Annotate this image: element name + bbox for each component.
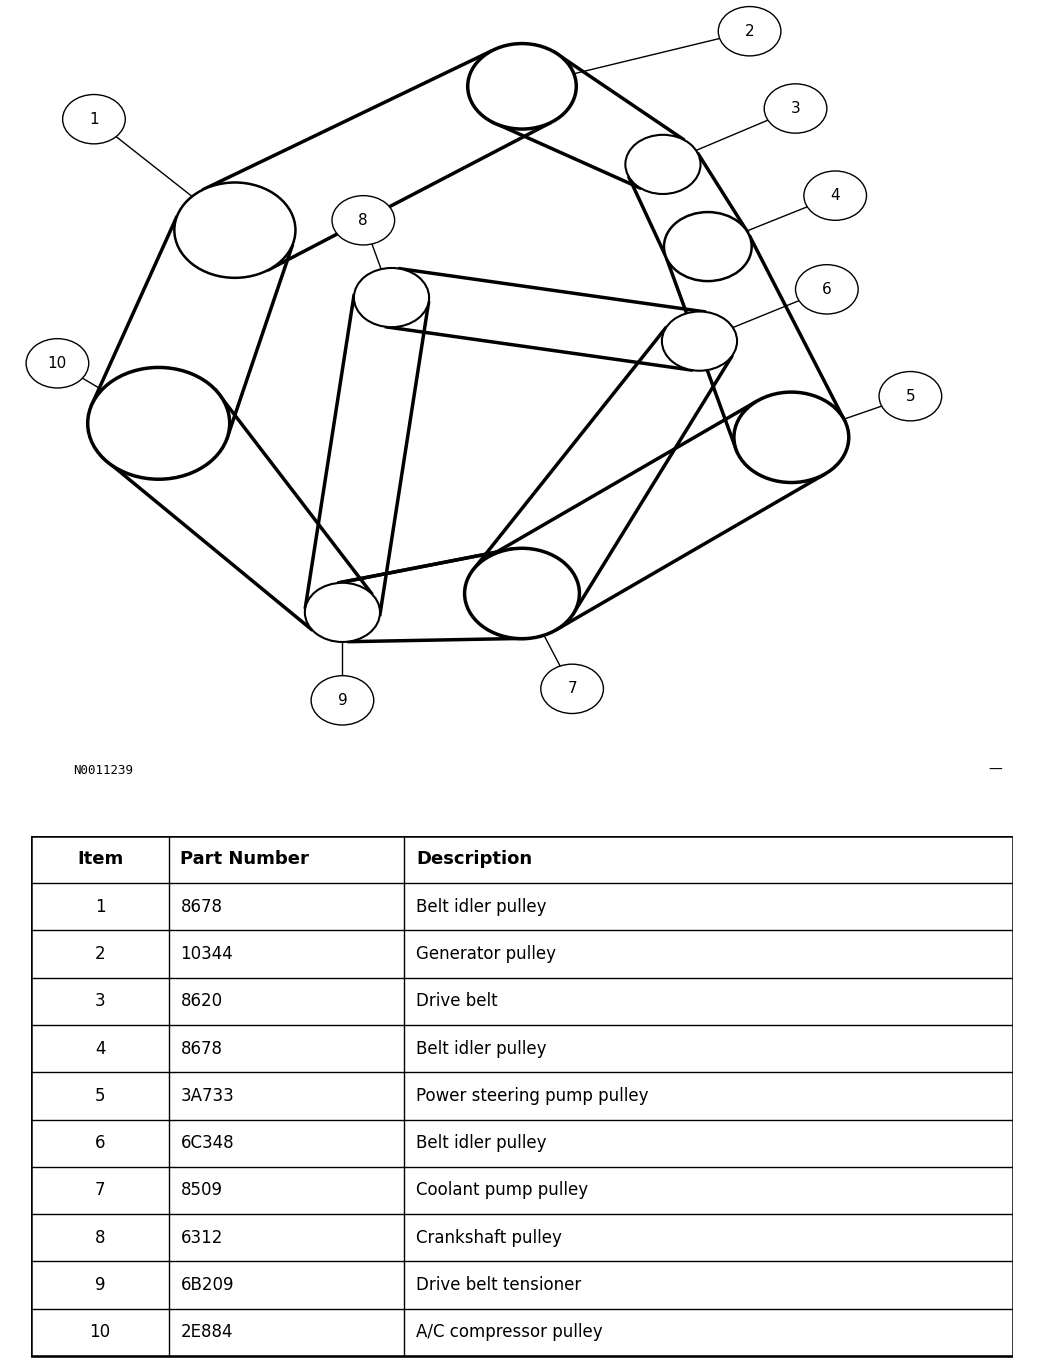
Text: Description: Description	[416, 851, 532, 869]
Text: Crankshaft pulley: Crankshaft pulley	[416, 1229, 562, 1247]
Text: 10: 10	[90, 1323, 111, 1341]
Circle shape	[465, 548, 579, 638]
Text: 2E884: 2E884	[181, 1323, 233, 1341]
Text: A/C compressor pulley: A/C compressor pulley	[416, 1323, 602, 1341]
Text: 3A733: 3A733	[181, 1086, 234, 1104]
Circle shape	[174, 182, 295, 278]
Text: 6: 6	[95, 1134, 105, 1152]
Text: 6B209: 6B209	[181, 1275, 234, 1295]
Circle shape	[311, 675, 374, 725]
Text: 2: 2	[95, 945, 105, 963]
Text: 1: 1	[89, 112, 99, 126]
Circle shape	[468, 44, 576, 129]
Text: Part Number: Part Number	[181, 851, 309, 869]
Text: Power steering pump pulley: Power steering pump pulley	[416, 1086, 648, 1104]
Text: 8509: 8509	[181, 1181, 222, 1200]
Text: Belt idler pulley: Belt idler pulley	[416, 1134, 546, 1152]
Text: 3: 3	[95, 992, 105, 1010]
Text: 6C348: 6C348	[181, 1134, 234, 1152]
Text: Item: Item	[77, 851, 123, 869]
Circle shape	[541, 664, 603, 714]
Circle shape	[332, 196, 395, 245]
Circle shape	[796, 264, 858, 314]
Text: 7: 7	[567, 681, 577, 696]
Circle shape	[664, 212, 752, 281]
Circle shape	[718, 7, 781, 56]
Text: 5: 5	[95, 1086, 105, 1104]
Text: 6312: 6312	[181, 1229, 222, 1247]
Circle shape	[26, 338, 89, 388]
Circle shape	[734, 392, 849, 482]
Circle shape	[662, 311, 737, 371]
Circle shape	[354, 269, 429, 327]
Text: 8678: 8678	[181, 897, 222, 915]
Text: 8620: 8620	[181, 992, 222, 1010]
Text: 8678: 8678	[181, 1040, 222, 1058]
Text: Drive belt: Drive belt	[416, 992, 498, 1010]
Circle shape	[625, 134, 701, 195]
Text: Belt idler pulley: Belt idler pulley	[416, 1040, 546, 1058]
Circle shape	[764, 84, 827, 133]
Text: Generator pulley: Generator pulley	[416, 945, 556, 963]
Text: 8: 8	[95, 1229, 105, 1247]
Text: 9: 9	[95, 1275, 105, 1295]
Text: 4: 4	[830, 188, 840, 203]
Text: —: —	[989, 763, 1002, 777]
Text: 3: 3	[790, 101, 801, 116]
Circle shape	[88, 367, 230, 480]
Text: 4: 4	[95, 1040, 105, 1058]
Text: 10: 10	[48, 356, 67, 371]
Text: 1: 1	[95, 897, 105, 915]
Text: 7: 7	[95, 1181, 105, 1200]
Circle shape	[305, 582, 380, 643]
Circle shape	[63, 95, 125, 144]
Text: 8: 8	[358, 212, 369, 227]
Text: N0011239: N0011239	[73, 764, 133, 777]
Text: 6: 6	[822, 282, 832, 297]
Text: Belt idler pulley: Belt idler pulley	[416, 897, 546, 915]
Circle shape	[879, 371, 942, 421]
Text: Coolant pump pulley: Coolant pump pulley	[416, 1181, 588, 1200]
Circle shape	[804, 171, 867, 221]
Text: Drive belt tensioner: Drive belt tensioner	[416, 1275, 582, 1295]
Text: 5: 5	[905, 389, 916, 404]
Text: 9: 9	[337, 693, 348, 708]
Text: 10344: 10344	[181, 945, 233, 963]
Text: 2: 2	[744, 23, 755, 38]
